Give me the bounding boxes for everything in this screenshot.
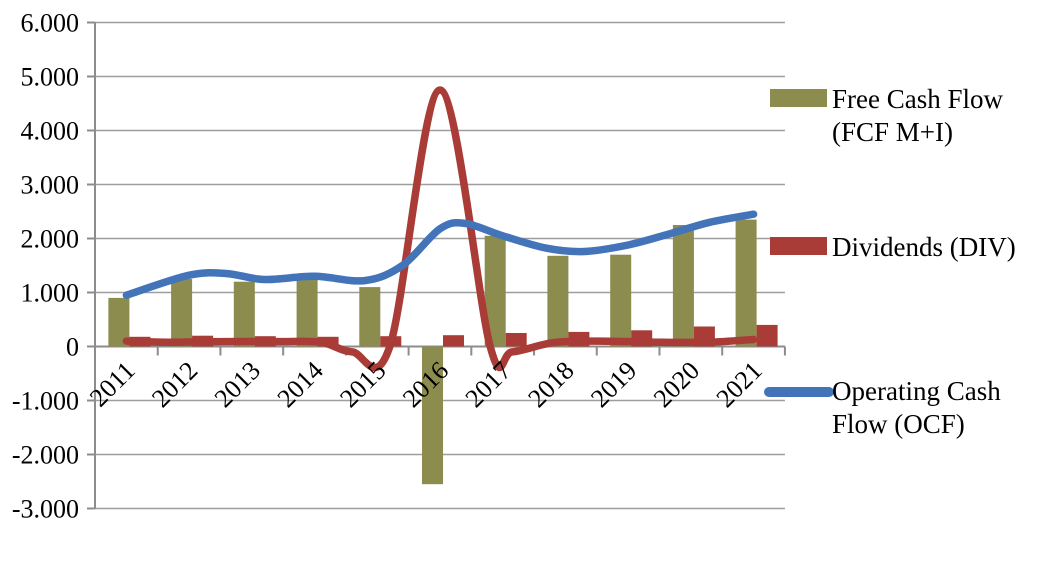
y-tick-label-2: 2.000 <box>21 225 80 254</box>
x-label-2020: 2020 <box>648 356 705 413</box>
legend-label-fcf-line1: Free Cash Flow <box>832 84 1003 114</box>
bar-fcf-2012 <box>171 279 193 347</box>
legend-label-ocf-line2: Flow (OCF) <box>832 409 965 439</box>
legend-label-ocf-line1: Operating Cash <box>832 376 1001 406</box>
x-label-2014: 2014 <box>272 356 329 413</box>
bar-fcf-2018 <box>547 255 569 347</box>
legend: Free Cash Flow (FCF M+I) Dividends (DIV)… <box>764 84 1016 439</box>
bar-fcf-2013 <box>233 281 255 347</box>
bar-fcf-2021 <box>735 219 757 347</box>
y-tick-label-1: 1.000 <box>21 279 80 308</box>
x-label-2017: 2017 <box>460 356 517 413</box>
legend-item-fcf: Free Cash Flow (FCF M+I) <box>770 84 1003 147</box>
x-label-2019: 2019 <box>585 356 642 413</box>
bar-fcf-2014 <box>296 277 318 347</box>
y-tick-label-6: 6.000 <box>21 9 80 38</box>
legend-label-div: Dividends (DIV) <box>832 232 1016 262</box>
line-ocf <box>122 210 758 299</box>
bar-fcf-2020 <box>672 225 694 347</box>
y-tick-label-3: 3.000 <box>21 171 80 200</box>
y-tick-label-5: 5.000 <box>21 63 80 92</box>
legend-swatch-div <box>770 237 827 255</box>
bar-div-2017 <box>505 333 527 347</box>
bar-div-2016 <box>443 335 464 347</box>
bar-fcf-2011 <box>108 297 130 347</box>
y-tick-label--3: -3.000 <box>12 495 79 524</box>
bar-fcf-2016 <box>422 346 443 485</box>
bar-fcf-2019 <box>610 254 632 347</box>
legend-item-ocf: Operating Cash Flow (OCF) <box>764 376 1001 439</box>
legend-swatch-fcf <box>770 89 827 107</box>
bar-div-2021 <box>756 324 778 347</box>
y-tick-label--2: -2.000 <box>12 441 79 470</box>
y-tick-label-0: 0 <box>66 333 79 362</box>
x-label-2013: 2013 <box>209 356 266 413</box>
x-label-2018: 2018 <box>522 356 579 413</box>
plot-area: 6.000 5.000 4.000 3.000 2.000 1.000 0 -1.000 -2.… <box>12 9 786 524</box>
y-tick-label-4: 4.000 <box>21 117 80 146</box>
legend-item-div: Dividends (DIV) <box>770 232 1016 262</box>
legend-label-fcf-line2: (FCF M+I) <box>832 117 953 147</box>
x-label-2016: 2016 <box>397 356 454 413</box>
x-label-2012: 2012 <box>146 356 203 413</box>
x-label-2021: 2021 <box>711 356 768 413</box>
x-label-2011: 2011 <box>84 356 141 413</box>
bar-fcf-2015 <box>359 287 381 347</box>
line-red-smooth-line <box>122 86 758 372</box>
y-tick-label--1: -1.000 <box>12 387 79 416</box>
bar-fcf-2017 <box>484 235 506 347</box>
